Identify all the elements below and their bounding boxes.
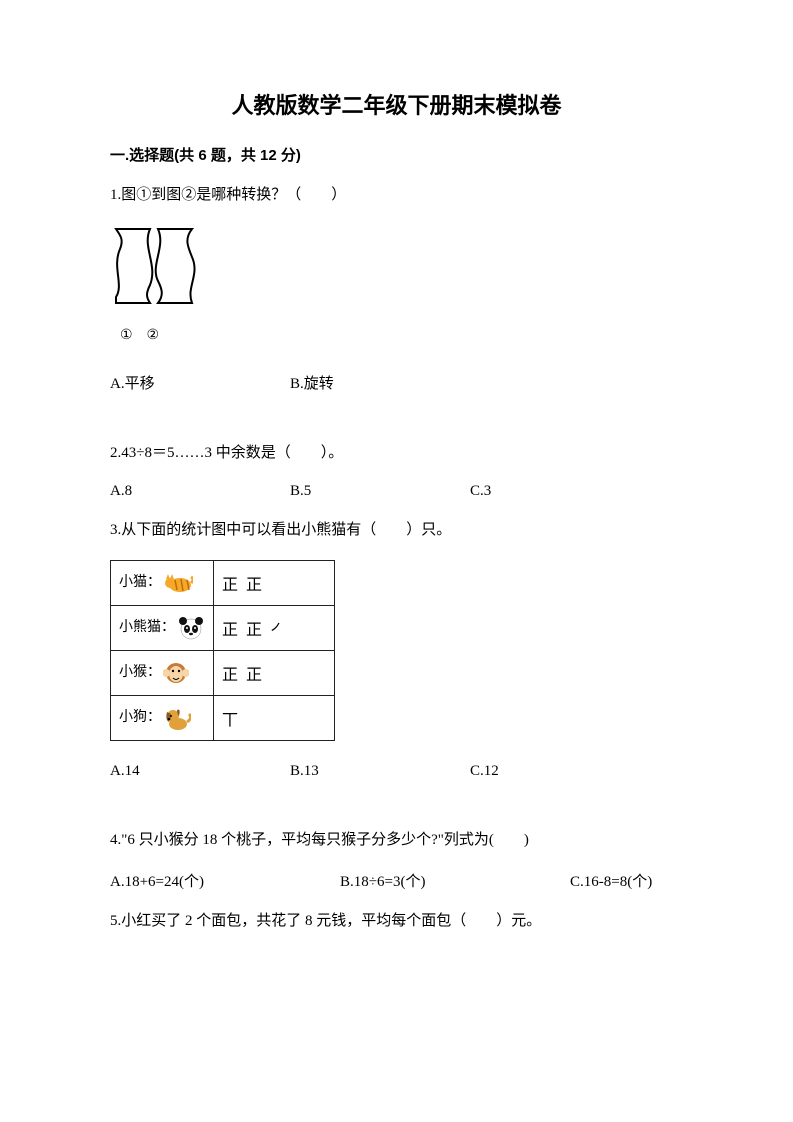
q2-option-b: B.5 [290,483,470,500]
q3-tally-tbody: 小猫：正 正小熊猫：正 正 ㇒小猴：正 正小狗：丅 [111,561,335,741]
q4-option-a: A.18+6=24(个) [110,870,340,891]
q4-option-c: C.16-8=8(个) [570,870,710,891]
q1-figure-labels: ① ② [110,324,683,344]
table-row: 小狗： 丅 [111,696,335,741]
page-title-text: 人教版数学二年级下册期末模拟卷 [231,93,561,118]
exam-page: 人教版数学二年级下册期末模拟卷 一.选择题(共 6 题，共 12 分) 1.图①… [0,0,793,1011]
q4-options: A.18+6=24(个) B.18÷6=3(个) C.16-8=8(个) [110,870,683,891]
q1-shapes-svg [110,225,200,309]
q1-options: A.平移 B.旋转 [110,372,683,393]
q3-tally-table: 小猫：正 正小熊猫：正 正 ㇒小猴：正 正小狗：丅 [110,560,335,741]
table-row: 小猴： 正 正 [111,651,335,696]
tally-label-cell: 小猴： [111,651,214,696]
q1-option-a: A.平移 [110,372,290,393]
q5-text: 5.小红买了 2 个面包，共花了 8 元钱，平均每个面包（ ）元。 [110,909,683,933]
tally-label-text: 小猫： [119,575,161,590]
tally-value-cell: 丅 [214,696,335,741]
tally-label-cell: 小熊猫： [111,606,214,651]
q2-option-a: A.8 [110,483,290,500]
dog-icon [163,704,191,732]
q1-figure [110,225,683,314]
panda-icon [177,615,205,641]
section-1-heading: 一.选择题(共 6 题，共 12 分) [110,144,683,165]
q1-option-b: B.旋转 [290,372,470,393]
q3-options: A.14 B.13 C.12 [110,763,683,780]
tally-label-cell: 小猫： [111,561,214,606]
q1-text: 1.图①到图②是哪种转换？（ ） [110,183,683,207]
cat-icon [163,571,193,595]
q2-options: A.8 B.5 C.3 [110,483,683,500]
tally-label-cell: 小狗： [111,696,214,741]
q3-text: 3.从下面的统计图中可以看出小熊猫有（ ）只。 [110,518,683,542]
q2-option-c: C.3 [470,483,650,500]
q4-text: 4."6 只小猴分 18 个桃子，平均每只猴子分多少个?"列式为( ) [110,828,683,852]
tally-value-cell: 正 正 ㇒ [214,606,335,651]
monkey-icon [163,660,189,686]
tally-label-text: 小狗： [119,710,161,725]
table-row: 小熊猫： 正 正 ㇒ [111,606,335,651]
page-title: 人教版数学二年级下册期末模拟卷 [110,88,683,120]
q3-option-b: B.13 [290,763,470,780]
tally-label-text: 小猴： [119,665,161,680]
q3-option-a: A.14 [110,763,290,780]
q2-text: 2.43÷8＝5……3 中余数是（ ）。 [110,441,683,465]
table-row: 小猫： 正 正 [111,561,335,606]
tally-value-cell: 正 正 [214,561,335,606]
tally-value-cell: 正 正 [214,651,335,696]
q4-option-b: B.18÷6=3(个) [340,870,570,891]
q3-option-c: C.12 [470,763,650,780]
tally-label-text: 小熊猫： [119,620,175,635]
